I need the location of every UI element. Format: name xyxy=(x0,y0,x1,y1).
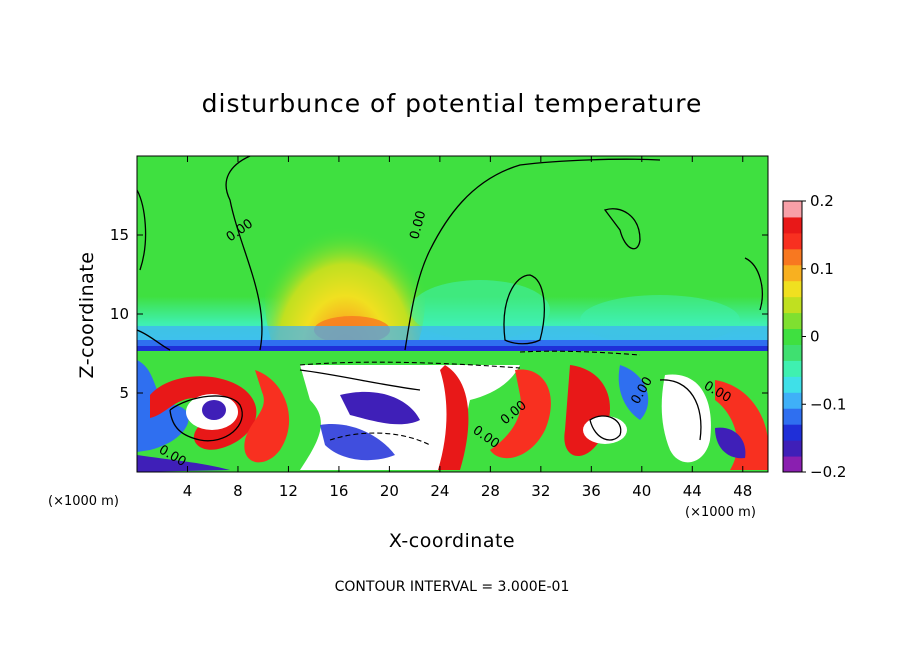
contour-label: 0.00 xyxy=(407,209,429,241)
white-eddy xyxy=(661,374,711,463)
contour-interval-note: CONTOUR INTERVAL = 3.000E-01 xyxy=(335,579,570,595)
x-axis-label: X-coordinate xyxy=(389,530,515,552)
purple-eddy xyxy=(715,427,746,459)
chart-title: disturbunce of potential temperature xyxy=(202,89,703,118)
x-tick-label: 8 xyxy=(233,482,243,500)
x-tick-label: 44 xyxy=(683,482,702,500)
x-tick-label: 48 xyxy=(733,482,752,500)
inversion-band-dark xyxy=(137,346,768,351)
y-axis-label: Z-coordinate xyxy=(76,252,98,379)
colorbar-tick-label: 0 xyxy=(810,328,820,346)
colorbar xyxy=(782,200,803,473)
red-eddy xyxy=(244,370,290,463)
x-unit-label-right: (×1000 m) xyxy=(685,505,756,520)
colorbar-swatch xyxy=(783,408,802,425)
colorbar-swatch xyxy=(783,248,802,266)
x-tick-label: 16 xyxy=(329,482,348,500)
colorbar-tick-label: 0.1 xyxy=(810,260,834,278)
blue-eddy xyxy=(137,455,230,472)
colorbar-swatch xyxy=(783,216,802,234)
x-axis: 4 8 12 16 20 24 28 32 36 40 44 48 xyxy=(183,156,752,500)
contour-lines-dashed xyxy=(299,350,641,446)
colorbar-tick-label: −0.2 xyxy=(810,463,846,481)
y-tick-label: 5 xyxy=(119,384,129,402)
contour-lines xyxy=(137,156,763,442)
colorbar-swatch xyxy=(783,376,802,393)
cool-band xyxy=(137,326,768,340)
colorbar-ticks: 0.2 0.1 0 −0.1 −0.2 xyxy=(802,192,846,481)
colorbar-swatch xyxy=(783,201,802,218)
colorbar-swatch xyxy=(783,296,802,314)
colorbar-swatch xyxy=(783,360,802,377)
blue-eddy xyxy=(320,424,395,461)
y-tick-label: 10 xyxy=(110,305,129,323)
blue-eddy xyxy=(618,365,649,420)
x-tick-label: 24 xyxy=(430,482,449,500)
colorbar-swatch xyxy=(783,232,802,250)
y-axis: 5 10 15 xyxy=(110,226,768,402)
white-eddy xyxy=(583,416,627,444)
colorbar-swatch xyxy=(783,424,802,441)
x-tick-label: 32 xyxy=(531,482,550,500)
colorbar-swatch xyxy=(783,280,802,298)
purple-eddy xyxy=(340,391,420,425)
red-eddy xyxy=(150,376,257,450)
purple-eddy xyxy=(202,400,226,420)
colorbar-swatch xyxy=(783,328,802,345)
red-eddy xyxy=(715,380,768,470)
x-tick-label: 36 xyxy=(582,482,601,500)
plot-area xyxy=(137,156,768,472)
inversion-band xyxy=(137,340,768,348)
x-tick-label: 4 xyxy=(183,482,193,500)
colorbar-swatch xyxy=(783,344,802,361)
red-eddy xyxy=(438,365,469,470)
cyan-pocket xyxy=(410,280,550,340)
colorbar-swatch xyxy=(783,312,802,330)
x-tick-label: 40 xyxy=(632,482,651,500)
colorbar-tick-label: −0.1 xyxy=(810,395,846,413)
colorbar-swatch xyxy=(783,264,802,282)
x-unit-label: (×1000 m) xyxy=(48,494,119,509)
colorbar-swatch xyxy=(783,440,802,457)
colorbar-swatch xyxy=(783,456,802,473)
x-tick-label: 20 xyxy=(380,482,399,500)
colorbar-tick-label: 0.2 xyxy=(810,192,834,210)
x-tick-label: 28 xyxy=(481,482,500,500)
x-tick-label: 12 xyxy=(279,482,298,500)
y-tick-label: 15 xyxy=(110,226,129,244)
colorbar-swatch xyxy=(783,392,802,409)
red-eddy xyxy=(490,369,551,459)
